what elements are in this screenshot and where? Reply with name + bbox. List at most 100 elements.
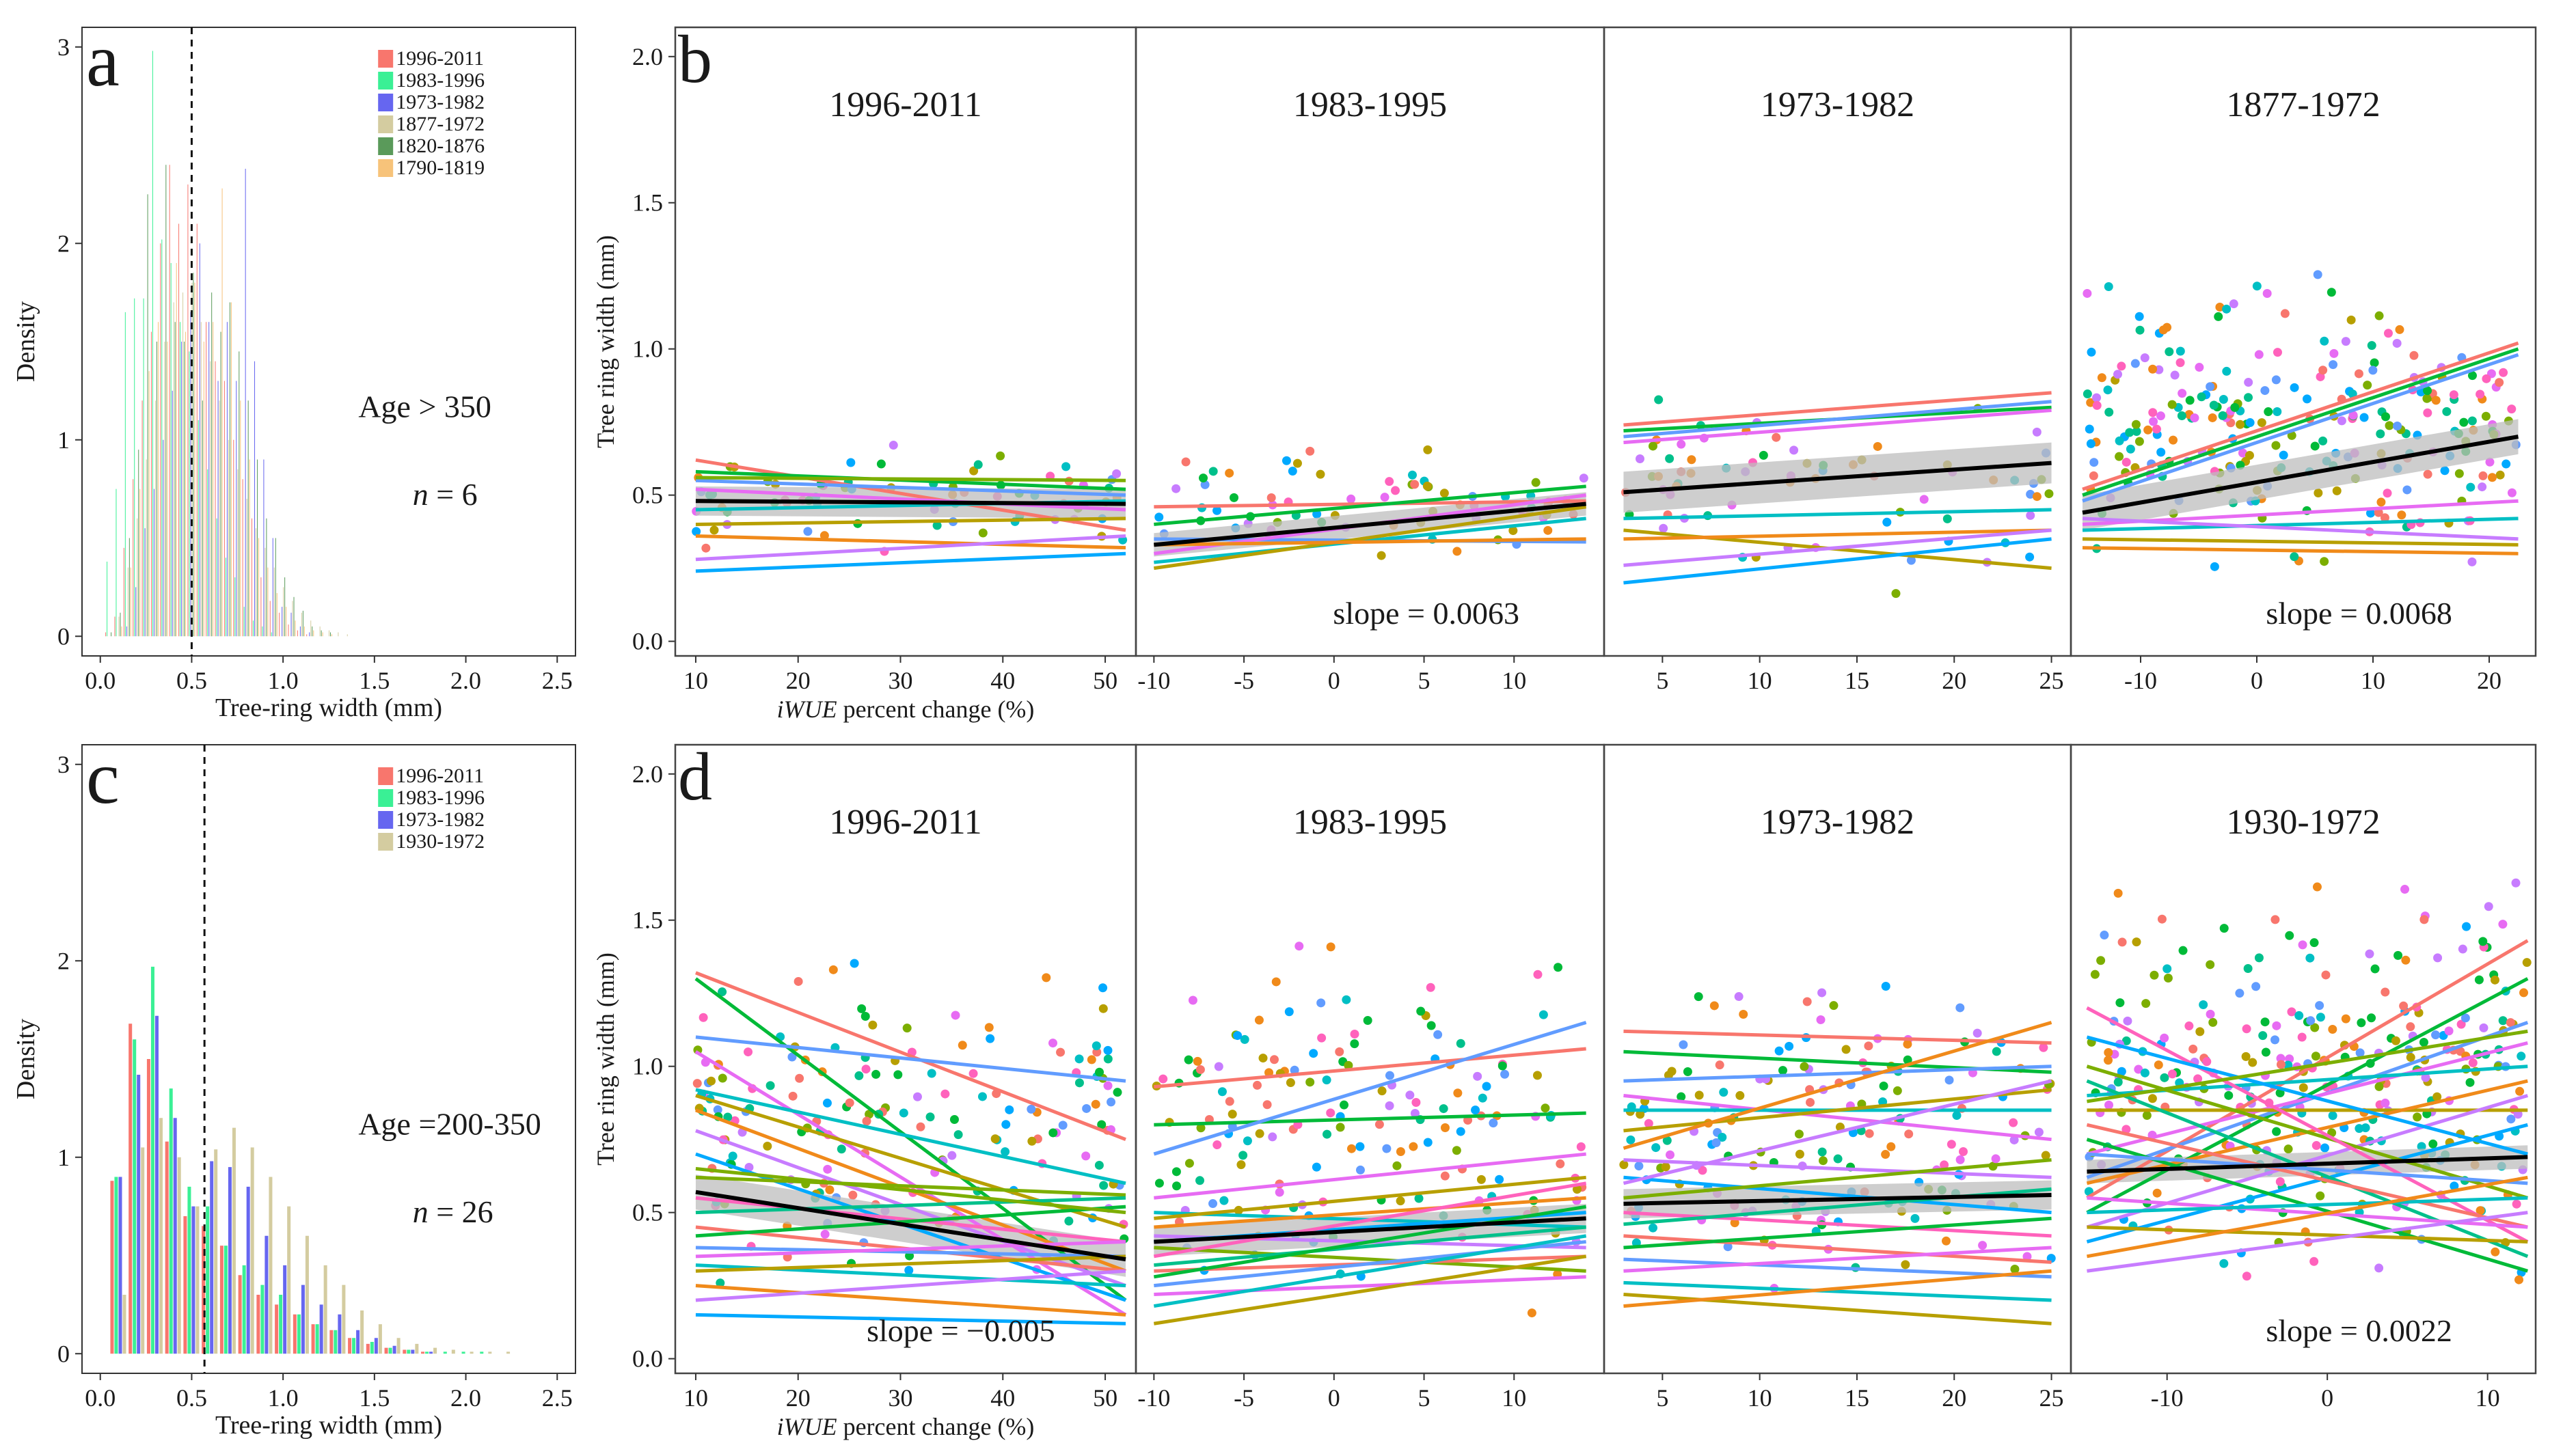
y-axis-label: Density xyxy=(12,1019,40,1099)
bar-1973-1982 xyxy=(228,1167,232,1354)
data-point xyxy=(2100,931,2109,940)
bar-1996-2011 xyxy=(275,1304,279,1354)
data-point xyxy=(2089,471,2098,480)
data-point xyxy=(2419,1037,2428,1047)
data-point xyxy=(1572,1185,1582,1194)
data-point xyxy=(2468,1058,2478,1068)
bar-1996-2011 xyxy=(238,1275,242,1354)
tree-regression-line xyxy=(695,1269,1126,1302)
bar-1930-1972 xyxy=(360,1310,364,1354)
tree-regression-line xyxy=(1623,400,2052,439)
data-point xyxy=(969,466,979,476)
data-point xyxy=(1188,995,1197,1005)
data-point xyxy=(2130,359,2140,368)
bar-1930-1972 xyxy=(470,1351,474,1354)
bar-1983-1996 xyxy=(161,239,163,637)
data-point xyxy=(846,458,856,467)
data-point xyxy=(701,543,711,553)
data-point xyxy=(2251,982,2261,991)
data-point xyxy=(932,521,942,530)
legend-swatch xyxy=(378,94,394,111)
data-point xyxy=(2419,915,2429,924)
data-point xyxy=(2467,557,2477,566)
bar-1790-1819 xyxy=(221,188,223,637)
x-axis-label: iWUE percent change (%) xyxy=(777,696,1035,723)
data-point xyxy=(1972,1028,1982,1038)
data-point xyxy=(2380,513,2389,523)
data-point xyxy=(1056,1047,1066,1057)
data-point xyxy=(2321,970,2331,980)
data-point xyxy=(1217,1087,1227,1097)
bar-1930-1972 xyxy=(433,1347,437,1354)
data-point xyxy=(2365,949,2374,959)
legend-swatch xyxy=(378,72,394,90)
x-tick-label: 1.0 xyxy=(268,667,299,694)
data-point xyxy=(1154,512,1164,522)
data-point xyxy=(1092,1047,1102,1057)
data-point xyxy=(850,959,859,968)
data-point xyxy=(1785,1041,1794,1051)
data-point xyxy=(2275,1177,2285,1186)
y-tick-label: 1.5 xyxy=(632,907,663,934)
data-point xyxy=(2313,270,2322,279)
data-point xyxy=(1882,517,1892,527)
data-point xyxy=(2104,1100,2114,1110)
facet-1973-1982: 5 10 15 20 25 1973-1982 xyxy=(1603,743,2072,1412)
data-point xyxy=(2206,1009,2215,1019)
data-point xyxy=(2152,1188,2162,1198)
data-point xyxy=(1154,1179,1164,1188)
data-point xyxy=(1439,489,1449,498)
data-point xyxy=(1355,1165,1365,1175)
data-point xyxy=(1654,395,1664,404)
data-point xyxy=(1171,484,1181,493)
data-point xyxy=(2261,1047,2270,1057)
data-point xyxy=(1385,1101,1394,1110)
data-point xyxy=(1316,998,1326,1008)
data-point xyxy=(860,1011,870,1021)
data-point xyxy=(2243,963,2253,973)
data-point xyxy=(871,1069,881,1079)
bar-1996-2011 xyxy=(348,1338,352,1354)
tree-regression-line xyxy=(1623,1094,2052,1142)
y-tick-label: 2 xyxy=(57,947,70,974)
data-point xyxy=(848,1190,858,1200)
data-point xyxy=(2279,450,2288,460)
data-point xyxy=(912,1092,922,1101)
data-point xyxy=(1666,1150,1675,1159)
data-point xyxy=(1619,1160,1629,1170)
data-point xyxy=(2376,497,2386,507)
data-point xyxy=(1881,982,1890,991)
data-point xyxy=(2522,958,2532,967)
data-point xyxy=(1556,1159,1565,1168)
data-point xyxy=(1396,1196,1405,1206)
data-point xyxy=(1225,1097,1234,1106)
data-point xyxy=(868,1020,878,1030)
bar-1877-1972 xyxy=(283,587,284,637)
data-point xyxy=(2385,421,2394,430)
data-point xyxy=(2034,1127,2044,1137)
bar-1983-1996 xyxy=(187,1186,191,1354)
data-point xyxy=(2395,325,2404,334)
data-point xyxy=(2383,329,2393,338)
data-point xyxy=(2476,1206,2485,1215)
data-point xyxy=(1309,1049,1318,1058)
bar-1973-1982 xyxy=(290,612,292,637)
tree-regression-line xyxy=(1623,1269,2052,1308)
data-point xyxy=(1452,547,1462,556)
data-point xyxy=(2273,348,2282,357)
data-point xyxy=(1735,1090,1745,1100)
data-point xyxy=(1473,1071,1482,1081)
x-tick-label: 10 xyxy=(1502,667,1526,694)
x-tick-label: -10 xyxy=(2124,667,2157,694)
data-point xyxy=(1422,481,1432,491)
facet-title: 1983-1995 xyxy=(1293,85,1447,124)
data-point xyxy=(1664,1071,1673,1080)
data-point xyxy=(2392,338,2402,348)
x-tick-label: 10 xyxy=(683,667,708,694)
tree-regression-line xyxy=(1153,1234,1587,1308)
data-point xyxy=(2163,974,2173,983)
data-point xyxy=(1377,551,1386,560)
legend-label: 1820-1876 xyxy=(396,135,485,157)
x-tick-label: 0.5 xyxy=(176,667,207,694)
